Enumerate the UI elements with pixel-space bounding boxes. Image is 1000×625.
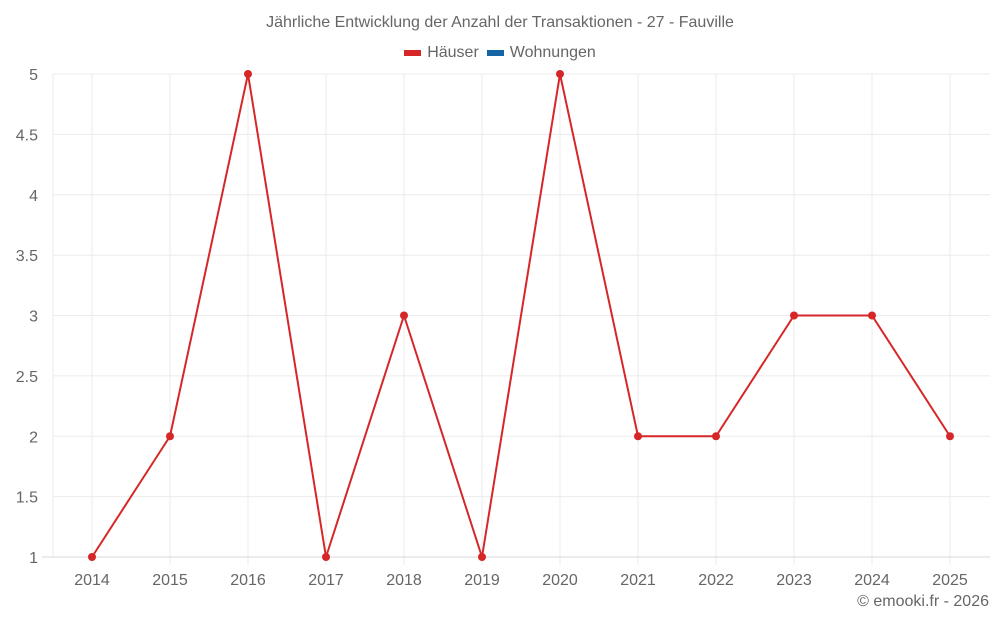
series-lines [88,70,954,561]
x-tick-label: 2021 [620,572,656,589]
y-tick-label: 4 [29,188,38,205]
legend-item-wohnungen[interactable]: Wohnungen [486,44,596,62]
legend-item-haeuser[interactable]: Häuser [404,44,479,62]
data-point-marker[interactable] [946,432,954,441]
chart-title: Jährliche Entwicklung der Anzahl der Tra… [266,14,734,31]
x-tick-label: 2016 [230,572,266,589]
legend: Häuser Wohnungen [0,44,1000,62]
data-point-marker[interactable] [712,432,720,441]
y-tick-label: 1.5 [16,490,38,507]
y-tick-label: 2 [29,429,38,446]
x-tick-label: 2017 [308,572,344,589]
x-axis: 2014 2015 2016 2017 2018 2019 2020 2021 2022 2023… [42,556,990,589]
data-point-marker[interactable] [400,311,408,320]
x-tick-label: 2023 [776,572,812,589]
x-tick-label: 2024 [854,572,890,589]
data-point-marker[interactable] [634,432,642,441]
x-tick-label: 2022 [698,572,734,589]
data-point-marker[interactable] [166,432,174,441]
data-point-marker[interactable] [244,70,252,78]
x-tick-label: 2014 [74,572,110,589]
legend-label-haeuser: Häuser [427,44,479,61]
y-tick-label: 1 [29,550,38,567]
y-tick-label: 4.5 [16,127,38,144]
y-tick-label: 5 [29,67,38,84]
y-tick-label: 2.5 [16,369,38,386]
data-point-marker[interactable] [478,553,486,561]
x-tick-label: 2025 [932,572,968,589]
data-point-marker[interactable] [868,311,876,320]
data-point-marker[interactable] [322,553,330,561]
series-line [91,73,951,558]
legend-swatch-haeuser-icon [404,50,422,56]
x-tick-label: 2018 [386,572,422,589]
y-tick-label: 3.5 [16,248,38,265]
legend-label-wohnungen: Wohnungen [509,44,596,61]
x-tick-label: 2019 [464,572,500,589]
y-tick-label: 3 [29,309,38,326]
grid-lines [52,73,990,565]
data-point-marker[interactable] [556,70,564,78]
legend-swatch-wohnungen-icon [486,50,504,56]
y-axis: 1 1.5 2 2.5 3 3.5 4 4.5 5 [16,67,38,567]
x-tick-label: 2015 [152,572,188,589]
copyright-text: © emooki.fr - 2026 [857,593,989,610]
data-point-marker[interactable] [88,553,96,561]
data-point-marker[interactable] [790,311,798,320]
x-tick-label: 2020 [542,572,578,589]
